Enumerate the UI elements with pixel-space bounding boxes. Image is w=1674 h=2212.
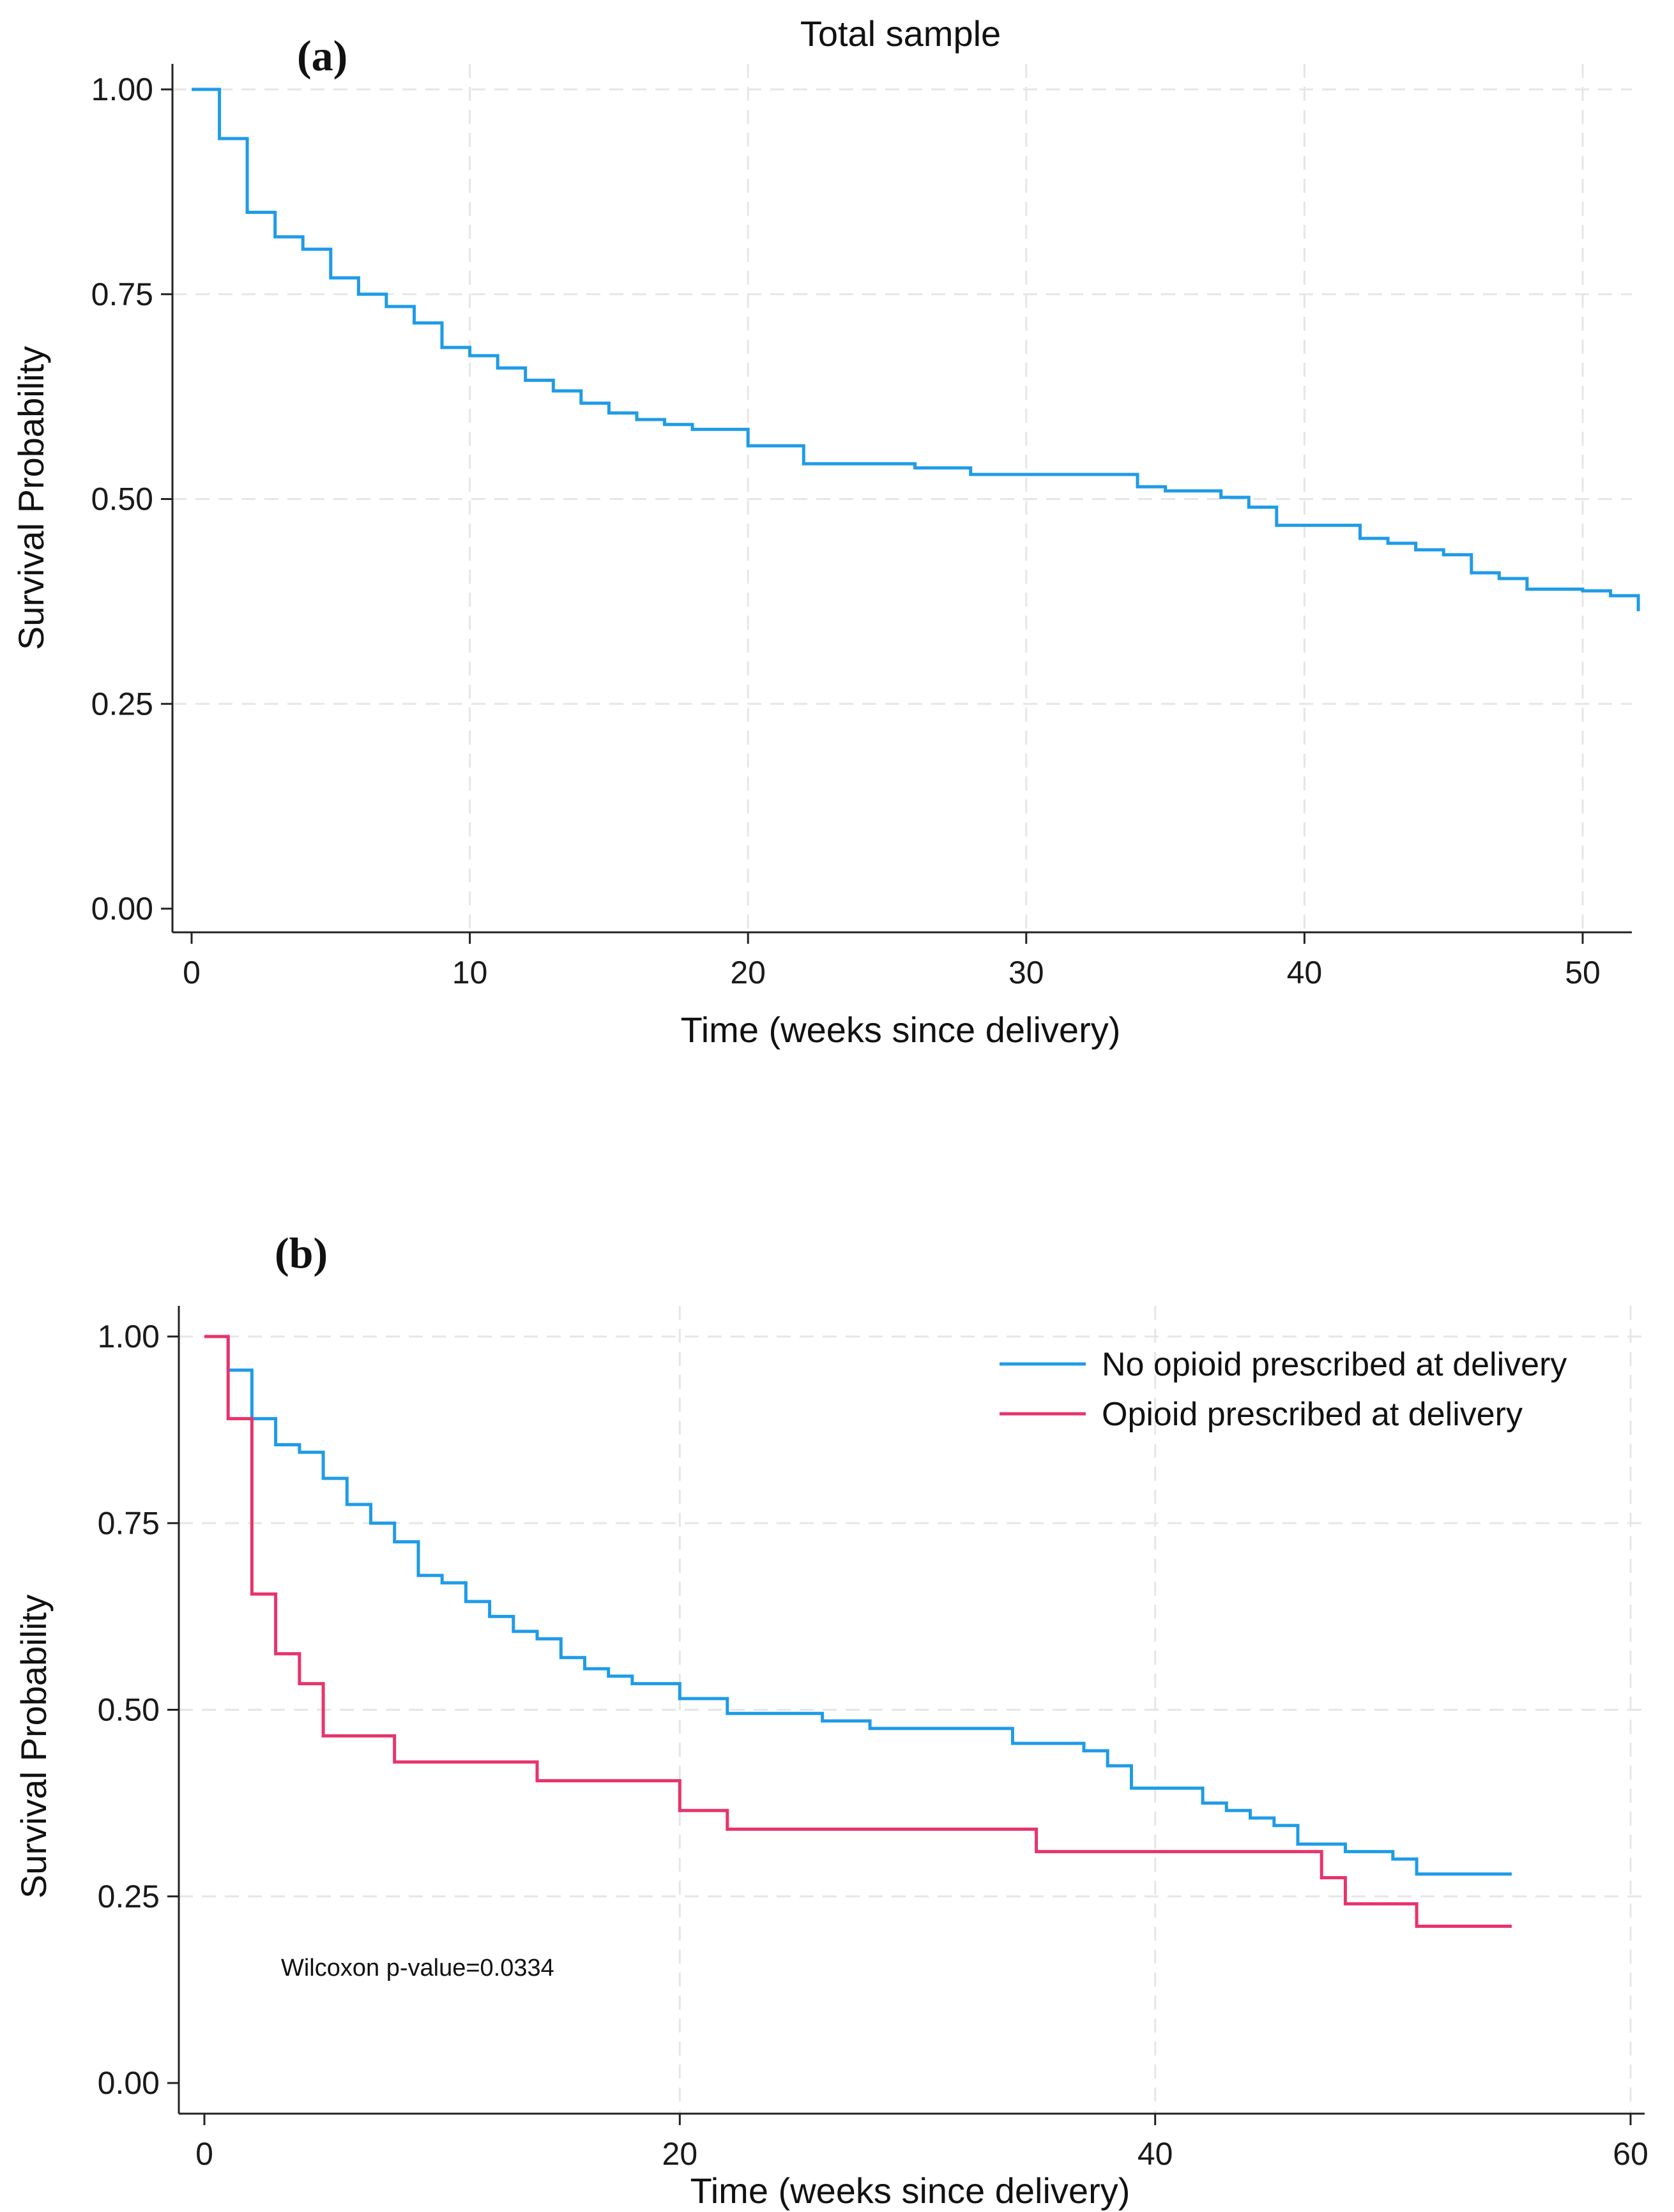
chart-b-ytick-label: 1.00	[98, 1319, 160, 1354]
chart-a-gridlines	[172, 64, 1632, 932]
chart-a-xtick-label: 20	[730, 955, 766, 990]
chart-b-xtick-label: 20	[662, 2136, 698, 2172]
wilcoxon-annotation: Wilcoxon p-value=0.0334	[281, 1955, 554, 1981]
legend-label-opioid: Opioid prescribed at delivery	[1102, 1396, 1523, 1433]
chart-b-ytick-label: 0.50	[98, 1692, 160, 1728]
chart-a-ytick-label: 0.50	[91, 481, 153, 517]
chart-a-y-ticks: 0.00 0.25 0.50 0.75 1.00	[91, 72, 172, 927]
chart-b-xtick-label: 0	[195, 2136, 213, 2172]
chart-a-y-axis-title: Survival Probability	[11, 346, 51, 650]
panel-b-label: (b)	[275, 1229, 328, 1277]
chart-b-xtick-label: 40	[1138, 2136, 1173, 2172]
chart-a-xtick-label: 50	[1565, 955, 1601, 990]
series-line-no-opioid-prescribed-at-delivery	[204, 1335, 1512, 1876]
legend-label-no-opioid: No opioid prescribed at delivery	[1102, 1346, 1567, 1383]
chart-b-ytick-label: 0.00	[98, 2065, 160, 2101]
series-line-opioid-prescribed-at-delivery	[204, 1335, 1512, 1928]
series-line-total-sample	[192, 87, 1640, 612]
chart-b-gridlines	[179, 1306, 1645, 2114]
chart-panel-b: (b) 0.00 0.25 0.50 0.75 1.00 0 20 40 60 No opio…	[13, 1229, 1648, 2211]
chart-b-ytick-label: 0.25	[98, 1879, 160, 1914]
chart-b-x-axis-title: Time (weeks since delivery)	[690, 2170, 1130, 2211]
chart-a-title: Total sample	[800, 13, 1001, 54]
chart-a-ytick-label: 0.75	[91, 276, 153, 312]
chart-a-xtick-label: 40	[1287, 955, 1323, 990]
chart-b-y-axis-title: Survival Probability	[13, 1595, 54, 1898]
chart-a-x-ticks: 0 10 20 30 40 50	[183, 932, 1601, 990]
chart-a-xtick-label: 0	[183, 955, 201, 990]
chart-b-xtick-label: 60	[1613, 2136, 1648, 2172]
chart-b-y-ticks: 0.00 0.25 0.50 0.75 1.00	[98, 1319, 179, 2101]
chart-a-ytick-label: 1.00	[91, 72, 153, 107]
chart-a-xtick-label: 30	[1008, 955, 1044, 990]
panel-a-label: (a)	[297, 31, 347, 80]
chart-a-ytick-label: 0.00	[91, 891, 153, 927]
chart-panel-a: (a) Total sample 0.00 0.25 0.50 0.75 1.00 0 1…	[11, 13, 1640, 1050]
chart-b-legend: No opioid prescribed at delivery Opioid …	[1000, 1346, 1567, 1433]
chart-a-ytick-label: 0.25	[91, 686, 153, 722]
chart-b-x-ticks: 0 20 40 60	[195, 2114, 1648, 2172]
chart-a-x-axis-title: Time (weeks since delivery)	[681, 1010, 1121, 1050]
chart-b-ytick-label: 0.75	[98, 1505, 160, 1541]
chart-a-series	[192, 87, 1640, 612]
chart-b-series	[204, 1335, 1512, 1928]
chart-a-xtick-label: 10	[452, 955, 488, 990]
